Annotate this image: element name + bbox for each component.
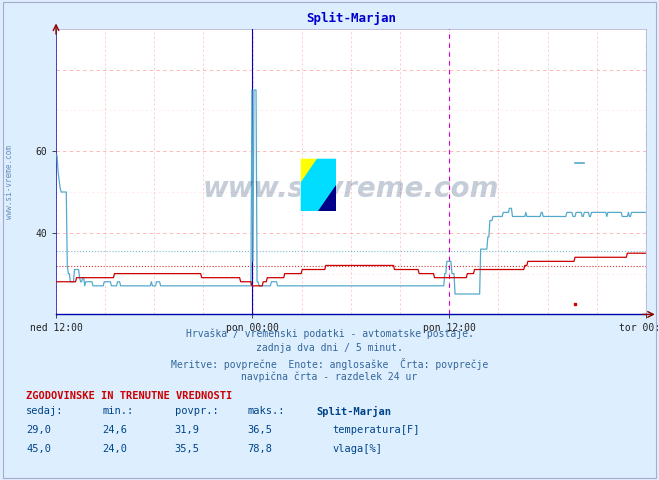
Text: 45,0: 45,0 <box>26 444 51 454</box>
Text: sedaj:: sedaj: <box>26 406 64 416</box>
Text: Split-Marjan: Split-Marjan <box>316 406 391 417</box>
Text: Hrvaška / vremenski podatki - avtomatske postaje.: Hrvaška / vremenski podatki - avtomatske… <box>186 329 473 339</box>
Text: 24,0: 24,0 <box>102 444 127 454</box>
Text: www.si-vreme.com: www.si-vreme.com <box>5 145 14 219</box>
Text: 29,0: 29,0 <box>26 425 51 435</box>
Title: Split-Marjan: Split-Marjan <box>306 12 396 25</box>
Text: www.si-vreme.com: www.si-vreme.com <box>203 175 499 203</box>
Text: 24,6: 24,6 <box>102 425 127 435</box>
Text: 78,8: 78,8 <box>247 444 272 454</box>
Text: Meritve: povprečne  Enote: anglosaške  Črta: povprečje: Meritve: povprečne Enote: anglosaške Črt… <box>171 358 488 370</box>
Text: zadnja dva dni / 5 minut.: zadnja dva dni / 5 minut. <box>256 343 403 353</box>
Text: 36,5: 36,5 <box>247 425 272 435</box>
Text: maks.:: maks.: <box>247 406 285 416</box>
Text: min.:: min.: <box>102 406 133 416</box>
Text: povpr.:: povpr.: <box>175 406 218 416</box>
Polygon shape <box>300 158 336 211</box>
Text: navpična črta - razdelek 24 ur: navpična črta - razdelek 24 ur <box>241 372 418 383</box>
Text: 35,5: 35,5 <box>175 444 200 454</box>
Polygon shape <box>318 185 336 211</box>
Polygon shape <box>300 158 318 185</box>
Text: 31,9: 31,9 <box>175 425 200 435</box>
Text: ZGODOVINSKE IN TRENUTNE VREDNOSTI: ZGODOVINSKE IN TRENUTNE VREDNOSTI <box>26 391 233 401</box>
Text: temperatura[F]: temperatura[F] <box>333 425 420 435</box>
Text: vlaga[%]: vlaga[%] <box>333 444 383 454</box>
